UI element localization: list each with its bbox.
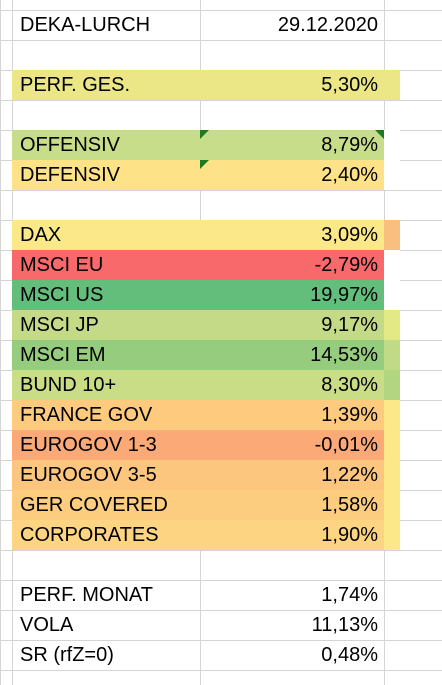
row-value-cell[interactable]: -0,01% bbox=[200, 430, 384, 460]
row-label-cell[interactable]: PERF. GES. bbox=[12, 70, 200, 100]
row-value-cell[interactable]: 11,13% bbox=[311, 614, 378, 636]
row-extra-cell[interactable] bbox=[384, 250, 400, 280]
row-value-cell[interactable]: 1,74% bbox=[321, 584, 378, 606]
row-extra-cell[interactable] bbox=[384, 100, 400, 130]
table-row: EUROGOV 1-3 -0,01% bbox=[0, 430, 442, 460]
row-extra-cell[interactable] bbox=[384, 400, 400, 430]
row-value-cell[interactable] bbox=[200, 40, 384, 70]
row-label-cell[interactable]: SR (rfZ=0) bbox=[20, 644, 114, 666]
row-label-cell[interactable]: MSCI EU bbox=[12, 250, 200, 280]
row-extra-cell[interactable] bbox=[384, 340, 400, 370]
comment-indicator-icon bbox=[200, 130, 209, 139]
row-extra-cell[interactable] bbox=[384, 370, 400, 400]
row-extra-cell[interactable] bbox=[384, 580, 400, 610]
table-row: DEFENSIV 2,40% bbox=[0, 160, 442, 190]
row-label-cell[interactable]: DAX bbox=[12, 220, 200, 250]
comment-indicator-icon bbox=[200, 160, 209, 169]
row-label-cell[interactable]: MSCI JP bbox=[12, 310, 200, 340]
row-value-cell[interactable]: 29.12.2020 bbox=[277, 14, 378, 36]
row-label-cell[interactable]: CORPORATES bbox=[12, 520, 200, 550]
row-label-cell[interactable]: DEKA-LURCH bbox=[20, 14, 151, 36]
comment-indicator-icon bbox=[375, 130, 384, 139]
row-extra-cell[interactable] bbox=[384, 160, 400, 190]
row-extra-cell[interactable] bbox=[384, 520, 400, 550]
row-label-cell[interactable] bbox=[12, 40, 200, 70]
row-value-cell[interactable]: 9,17% bbox=[200, 310, 384, 340]
row-value-cell[interactable]: 0,48% bbox=[321, 644, 378, 666]
row-extra-cell[interactable] bbox=[384, 430, 400, 460]
row-value-cell[interactable]: 14,53% bbox=[200, 340, 384, 370]
table-row: OFFENSIV 8,79% bbox=[0, 130, 442, 160]
row-extra-cell[interactable] bbox=[384, 130, 400, 160]
row-label-cell[interactable] bbox=[12, 190, 200, 220]
row-label-cell[interactable]: MSCI US bbox=[12, 280, 200, 310]
row-label-cell[interactable]: DEFENSIV bbox=[12, 160, 200, 190]
row-label-cell[interactable] bbox=[12, 100, 200, 130]
table-row: EUROGOV 3-5 1,22% bbox=[0, 460, 442, 490]
table-row: CORPORATES 1,90% bbox=[0, 520, 442, 550]
table-row: MSCI EM 14,53% bbox=[0, 340, 442, 370]
row-value-cell[interactable]: 19,97% bbox=[200, 280, 384, 310]
row-value-cell[interactable] bbox=[200, 190, 384, 220]
row-value-cell[interactable]: 1,39% bbox=[200, 400, 384, 430]
row-label-cell[interactable]: OFFENSIV bbox=[12, 130, 200, 160]
table-row: VOLA 11,13% bbox=[0, 610, 442, 640]
row-extra-cell[interactable] bbox=[384, 640, 400, 670]
table-row: FRANCE GOV 1,39% bbox=[0, 400, 442, 430]
row-extra-cell[interactable] bbox=[384, 40, 400, 70]
table-row bbox=[0, 190, 442, 220]
table-row: MSCI EU -2,79% bbox=[0, 250, 442, 280]
row-extra-cell[interactable] bbox=[384, 280, 400, 310]
table-row bbox=[0, 100, 442, 130]
table-row: PERF. MONAT 1,74% bbox=[0, 580, 442, 610]
row-extra-cell[interactable] bbox=[384, 220, 400, 250]
row-value-cell[interactable]: 1,90% bbox=[200, 520, 384, 550]
row-label-cell[interactable]: MSCI EM bbox=[12, 340, 200, 370]
table-row: DAX 3,09% bbox=[0, 220, 442, 250]
row-value-cell[interactable]: -2,79% bbox=[200, 250, 384, 280]
row-extra-cell[interactable] bbox=[384, 490, 400, 520]
row-extra-cell[interactable] bbox=[384, 460, 400, 490]
row-label-cell[interactable]: PERF. MONAT bbox=[20, 584, 153, 606]
row-label-cell[interactable]: BUND 10+ bbox=[12, 370, 200, 400]
row-value-cell[interactable]: 3,09% bbox=[200, 220, 384, 250]
row-value-cell[interactable]: 1,22% bbox=[200, 460, 384, 490]
table-row: GER COVERED 1,58% bbox=[0, 490, 442, 520]
row-label-cell[interactable]: VOLA bbox=[20, 614, 74, 636]
table-row bbox=[0, 550, 442, 580]
row-value-cell[interactable]: 8,30% bbox=[200, 370, 384, 400]
row-extra-cell[interactable] bbox=[384, 610, 400, 640]
row-value-cell[interactable] bbox=[200, 100, 384, 130]
row-extra-cell[interactable] bbox=[384, 550, 400, 580]
row-value-cell[interactable] bbox=[200, 550, 384, 580]
row-extra-cell[interactable] bbox=[384, 10, 400, 40]
row-label-cell[interactable]: FRANCE GOV bbox=[12, 400, 200, 430]
table-row: PERF. GES. 5,30% bbox=[0, 70, 442, 100]
row-label-cell[interactable] bbox=[12, 550, 200, 580]
table-row: MSCI US 19,97% bbox=[0, 280, 442, 310]
row-extra-cell[interactable] bbox=[384, 70, 400, 100]
row-label-cell[interactable]: GER COVERED bbox=[12, 490, 200, 520]
table-row: DEKA-LURCH 29.12.2020 bbox=[0, 10, 442, 40]
row-value-cell[interactable]: 5,30% bbox=[200, 70, 384, 100]
table-row: SR (rfZ=0) 0,48% bbox=[0, 640, 442, 670]
row-value-cell[interactable]: 1,58% bbox=[200, 490, 384, 520]
row-extra-cell[interactable] bbox=[384, 190, 400, 220]
row-extra-cell[interactable] bbox=[384, 310, 400, 340]
row-label-cell[interactable]: EUROGOV 3-5 bbox=[12, 460, 200, 490]
row-label-cell[interactable]: EUROGOV 1-3 bbox=[12, 430, 200, 460]
table-row: BUND 10+ 8,30% bbox=[0, 370, 442, 400]
table-row bbox=[0, 40, 442, 70]
table-row: MSCI JP 9,17% bbox=[0, 310, 442, 340]
row-value-cell[interactable]: 8,79% bbox=[200, 130, 384, 160]
row-value-cell[interactable]: 2,40% bbox=[200, 160, 384, 190]
